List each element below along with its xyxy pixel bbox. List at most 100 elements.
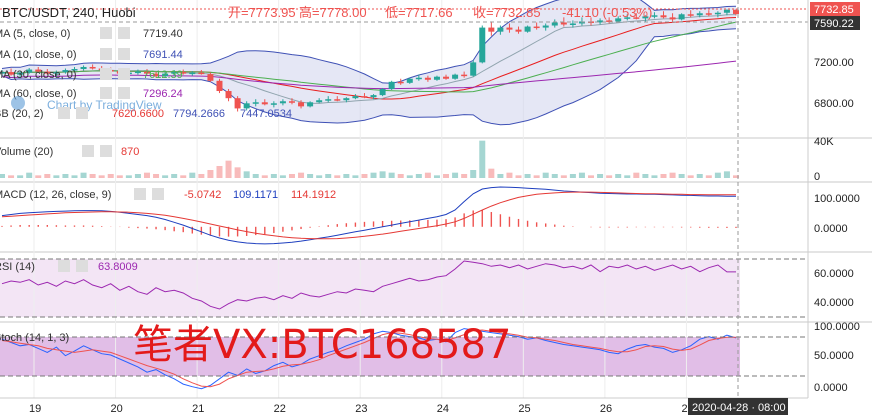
- volume-close-icon[interactable]: [100, 145, 112, 157]
- volume-bar-20: [180, 175, 187, 178]
- candle-19: [171, 70, 178, 76]
- ma10-legend[interactable]: MA (10, close, 0) 7691.44: [0, 48, 183, 61]
- ohlc-high: 高=7778.00: [299, 5, 367, 20]
- time-axis-ticks: 19 20 21 22 23 24 25 26 27: [29, 403, 694, 415]
- candle-7: [62, 68, 69, 74]
- volume-bar-41: [370, 172, 377, 178]
- candle-body: [687, 14, 694, 16]
- candle-6: [53, 70, 60, 77]
- rsi-legend[interactable]: RSI (14) 63.8009: [0, 260, 138, 273]
- candle-body: [325, 99, 332, 101]
- candle-1: [8, 68, 15, 76]
- ohlc-open: 开=7773.95: [228, 5, 296, 20]
- volume-bar-25: [225, 160, 232, 178]
- candle-18: [162, 72, 169, 78]
- rsi-tick-60: 60.0000: [814, 268, 854, 280]
- ma30-close-icon[interactable]: [118, 68, 130, 80]
- candle-body: [524, 26, 531, 32]
- bb-close-icon[interactable]: [76, 107, 88, 119]
- ma5-close-icon[interactable]: [118, 27, 130, 39]
- ma5-settings-icon[interactable]: [100, 27, 112, 39]
- candle-4: [35, 66, 42, 73]
- volume-bar-47: [424, 172, 431, 178]
- candle-34: [307, 101, 314, 108]
- time-tick-20: 20: [111, 403, 123, 415]
- candle-body: [307, 102, 314, 107]
- volume-bar-13: [116, 175, 123, 178]
- macd-legend[interactable]: MACD (12, 26, close, 9) -5.0742 109.1171…: [0, 188, 336, 201]
- ma30-legend[interactable]: MA (30, close, 0) 7612.39: [0, 68, 183, 81]
- volume-bar-15: [134, 174, 141, 178]
- ma10-close-icon[interactable]: [118, 48, 130, 60]
- bb-legend[interactable]: BB (20, 2) 7620.6600 7794.2666 7447.0534: [0, 107, 292, 120]
- candle-54: [488, 21, 495, 36]
- candle-37: [334, 96, 341, 102]
- volume-bar-37: [334, 175, 341, 178]
- ma30-settings-icon[interactable]: [100, 68, 112, 80]
- candle-25: [225, 88, 232, 102]
- candle-body: [542, 25, 549, 28]
- rsi-close-icon[interactable]: [76, 260, 88, 272]
- ma5-value: 7719.40: [143, 28, 183, 40]
- volume-bar-35: [316, 175, 323, 178]
- volume-legend[interactable]: Volume (20) 870: [0, 145, 139, 158]
- level-price-badge-text: 7590.22: [814, 18, 854, 30]
- volume-bar-42: [379, 171, 386, 178]
- volume-bar-76: [687, 175, 694, 178]
- candle-35: [316, 98, 323, 104]
- candle-body: [171, 72, 178, 74]
- candle-body: [696, 13, 703, 16]
- stoch-label: Stoch (14, 1, 3): [0, 332, 69, 344]
- candle-body: [252, 102, 259, 104]
- ohlc-low: 低=7717.66: [385, 5, 453, 20]
- candle-body: [198, 72, 205, 75]
- ohlc-close: 收=7732.85: [473, 5, 541, 20]
- ma30-value: 7612.39: [143, 69, 183, 81]
- candle-21: [189, 71, 196, 76]
- macd-close-icon[interactable]: [152, 188, 164, 200]
- bb-settings-icon[interactable]: [58, 107, 70, 119]
- candle-body: [597, 20, 604, 23]
- ma60-settings-icon[interactable]: [100, 87, 112, 99]
- rsi-tick-40: 40.0000: [814, 297, 854, 309]
- candle-5: [44, 69, 51, 75]
- candle-body: [705, 13, 712, 15]
- crosshair-date-badge: [688, 398, 788, 415]
- candle-body: [733, 9, 739, 14]
- candle-44: [397, 78, 404, 85]
- candle-60: [542, 23, 549, 31]
- ma10-settings-icon[interactable]: [100, 48, 112, 60]
- volume-bar-24: [216, 166, 223, 178]
- candle-body: [479, 27, 486, 63]
- time-tick-25: 25: [518, 403, 530, 415]
- candle-body: [606, 20, 613, 22]
- volume-bar-22: [198, 174, 205, 178]
- rsi-pane: [1, 260, 736, 310]
- candle-body: [80, 66, 87, 70]
- candle-body: [26, 69, 33, 73]
- candle-48: [433, 75, 440, 81]
- candle-body: [334, 99, 341, 101]
- macd-settings-icon[interactable]: [134, 188, 146, 200]
- candle-body: [316, 100, 323, 103]
- candle-body: [298, 102, 305, 107]
- candle-29: [261, 99, 268, 106]
- candle-body: [370, 95, 377, 98]
- ma5-legend[interactable]: MA (5, close, 0) 7719.40: [0, 27, 183, 40]
- volume-bar-81: [733, 175, 739, 178]
- candle-body: [714, 12, 721, 15]
- symbol-title: BTC/USDT, 240, Huobi: [2, 5, 136, 20]
- candle-body: [207, 74, 214, 81]
- bb-value-lower: 7447.0534: [240, 108, 292, 120]
- volume-bar-50: [452, 172, 459, 178]
- candle-body: [180, 72, 187, 74]
- candle-body: [216, 80, 223, 92]
- ma60-close-icon[interactable]: [118, 87, 130, 99]
- volume-settings-icon[interactable]: [82, 145, 94, 157]
- candle-body: [343, 98, 350, 101]
- stoch-legend[interactable]: Stoch (14, 1, 3): [0, 332, 69, 344]
- ohlc-change: -41.10 (-0.53%): [562, 5, 652, 20]
- rsi-settings-icon[interactable]: [58, 260, 70, 272]
- volume-bar-3: [26, 172, 33, 178]
